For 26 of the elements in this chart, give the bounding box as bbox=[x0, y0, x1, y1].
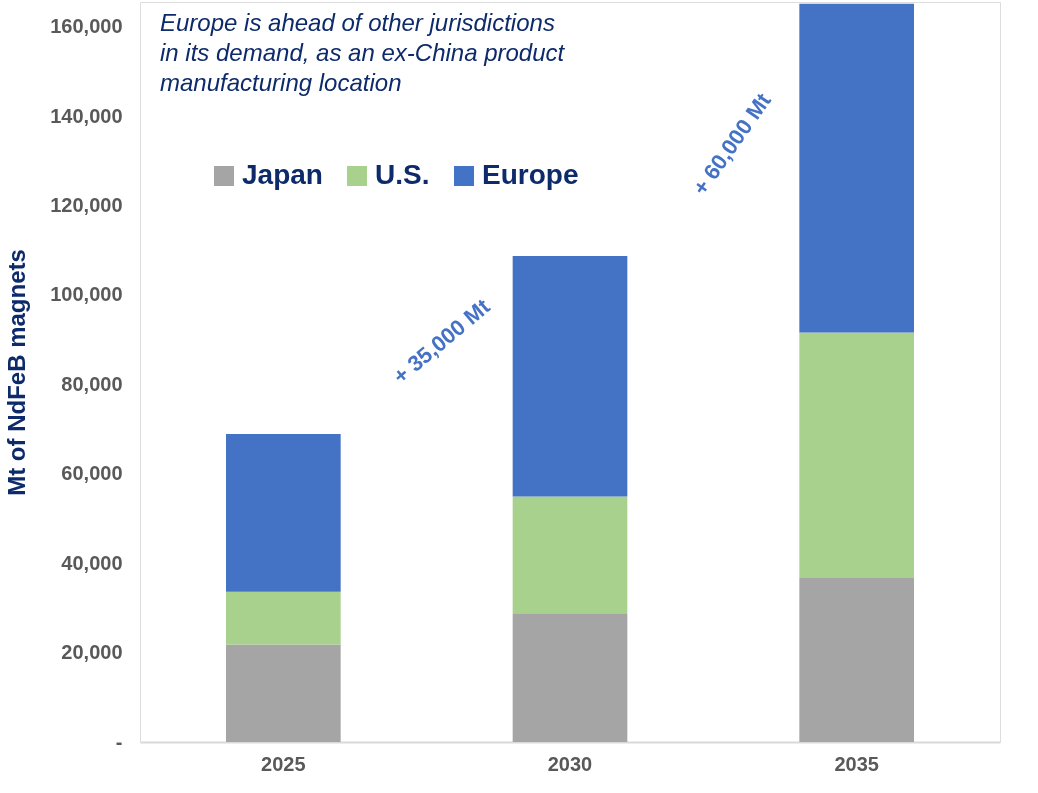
bar bbox=[799, 332, 914, 578]
x-tick-label: 2025 bbox=[261, 752, 306, 775]
legend-label: Europe bbox=[482, 159, 579, 190]
y-axis-title: Mt of NdFeB magnets bbox=[3, 249, 31, 496]
annotation: Europe is ahead of other jurisdictions in its demand, as an ex-China product manufacturing location bbox=[160, 9, 566, 96]
y-tick-label: 80,000 bbox=[61, 372, 123, 395]
y-tick-label: 140,000 bbox=[50, 104, 123, 127]
y-tick-label: 120,000 bbox=[50, 193, 123, 216]
legend-label: Japan bbox=[242, 159, 323, 190]
y-tick-label: 160,000 bbox=[50, 15, 123, 38]
bar bbox=[512, 255, 628, 497]
legend-label: U.S. bbox=[375, 159, 430, 190]
bar bbox=[226, 644, 341, 742]
y-tick-label: 20,000 bbox=[61, 641, 123, 664]
bar bbox=[799, 3, 914, 333]
x-tick-label: 2035 bbox=[834, 752, 879, 775]
bar bbox=[512, 496, 628, 614]
bar bbox=[512, 613, 628, 742]
y-tick-label: 100,000 bbox=[50, 283, 123, 306]
y-tick-label: - bbox=[115, 730, 123, 753]
y-tick-label: 60,000 bbox=[61, 462, 123, 485]
bar bbox=[226, 591, 341, 645]
bar bbox=[799, 577, 914, 742]
bar bbox=[226, 433, 341, 592]
y-tick-label: 40,000 bbox=[61, 551, 123, 574]
x-tick-label: 2030 bbox=[547, 752, 593, 775]
